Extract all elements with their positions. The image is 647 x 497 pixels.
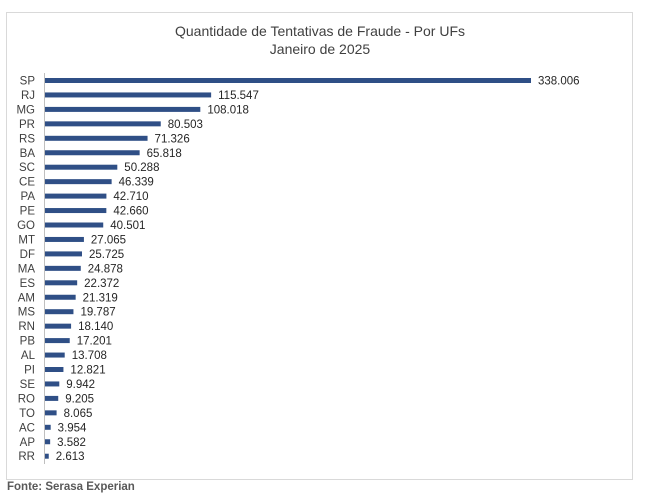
bar-df (45, 251, 82, 257)
value-label-mg: 108.018 (207, 104, 249, 116)
value-label-pr: 80.503 (168, 119, 203, 131)
bar-ma (45, 265, 81, 271)
value-label-ac: 3.954 (58, 422, 87, 434)
value-label-to: 8.065 (64, 408, 93, 420)
chart-subtitle: Janeiro de 2025 (270, 41, 371, 57)
bar-to (45, 410, 57, 416)
bar-pe (45, 208, 107, 214)
bar-sp (45, 78, 531, 83)
bar-rs (45, 135, 148, 141)
bar-ce (45, 179, 112, 185)
value-label-am: 21.319 (83, 292, 118, 304)
bars-group: SP 338.006 RJ 115.547 MG 108.018 PR 80.503 RS 71.… (16, 76, 579, 464)
category-label-sp: SP (20, 76, 36, 88)
category-label-go: GO (17, 220, 35, 232)
source-note: Fonte: Serasa Experian (7, 481, 135, 493)
category-label-ro: RO (18, 393, 35, 405)
category-label-pe: PE (20, 206, 36, 218)
value-label-ms: 19.787 (80, 307, 115, 319)
value-label-pi: 12.821 (70, 365, 105, 377)
bar-ms (45, 309, 74, 315)
category-label-ce: CE (19, 177, 35, 189)
value-label-rs: 71.326 (155, 133, 190, 145)
category-label-pr: PR (19, 119, 35, 131)
bar-chart: Quantidade de Tentativas de Fraude - Por… (16, 23, 580, 464)
category-label-al: AL (21, 350, 36, 362)
value-label-ce: 46.339 (119, 177, 154, 189)
category-label-am: AM (18, 292, 35, 304)
category-label-mt: MT (18, 234, 35, 246)
bar-mt (45, 236, 84, 242)
bar-rj (45, 92, 212, 98)
value-label-sp: 338.006 (538, 76, 580, 88)
category-label-pi: PI (24, 365, 35, 377)
value-label-al: 13.708 (72, 350, 107, 362)
category-label-df: DF (20, 249, 35, 261)
category-label-rn: RN (18, 321, 35, 333)
category-label-rj: RJ (21, 90, 35, 102)
value-label-mt: 27.065 (91, 234, 126, 246)
category-label-se: SE (20, 379, 36, 391)
value-label-sc: 50.288 (124, 162, 159, 174)
bar-pi (45, 367, 64, 372)
category-label-to: TO (19, 408, 35, 420)
bar-pa (45, 193, 107, 199)
value-label-ba: 65.818 (147, 148, 182, 160)
category-label-es: ES (20, 278, 36, 290)
category-label-pb: PB (20, 336, 36, 348)
bar-am (45, 294, 76, 300)
category-label-ms: MS (18, 307, 36, 319)
bar-sc (45, 164, 118, 170)
bar-es (45, 280, 78, 286)
bar-ro (45, 395, 59, 401)
value-label-ap: 3.582 (57, 437, 86, 449)
category-label-rs: RS (19, 133, 35, 145)
category-label-mg: MG (16, 104, 35, 116)
bar-rr (45, 453, 49, 459)
category-label-ma: MA (18, 263, 36, 275)
chart-frame (6, 12, 633, 480)
value-label-es: 22.372 (84, 278, 119, 290)
bar-pr (45, 121, 161, 127)
category-label-pa: PA (21, 191, 36, 203)
chart-title: Quantidade de Tentativas de Fraude - Por… (175, 23, 465, 39)
value-label-pe: 42.660 (113, 206, 148, 218)
value-label-pb: 17.201 (77, 336, 112, 348)
value-label-rr: 2.613 (56, 451, 85, 463)
bar-pb (45, 338, 70, 344)
category-label-sc: SC (19, 162, 35, 174)
bar-rn (45, 323, 72, 329)
category-label-ba: BA (20, 148, 36, 160)
value-label-df: 25.725 (89, 249, 124, 261)
value-label-ro: 9.205 (65, 393, 94, 405)
bar-ap (45, 439, 51, 445)
category-label-rr: RR (18, 451, 35, 463)
bar-se (45, 381, 60, 387)
value-label-rj: 115.547 (218, 90, 259, 102)
bar-ba (45, 150, 140, 156)
value-label-ma: 24.878 (88, 263, 123, 275)
value-label-go: 40.501 (110, 220, 145, 232)
bar-go (45, 222, 104, 228)
bar-mg (45, 106, 201, 112)
category-label-ap: AP (20, 437, 36, 449)
value-label-rn: 18.140 (78, 321, 113, 333)
value-label-se: 9.942 (66, 379, 95, 391)
category-label-ac: AC (19, 422, 35, 434)
bar-al (45, 352, 65, 358)
value-label-pa: 42.710 (113, 191, 148, 203)
bar-ac (45, 424, 51, 430)
